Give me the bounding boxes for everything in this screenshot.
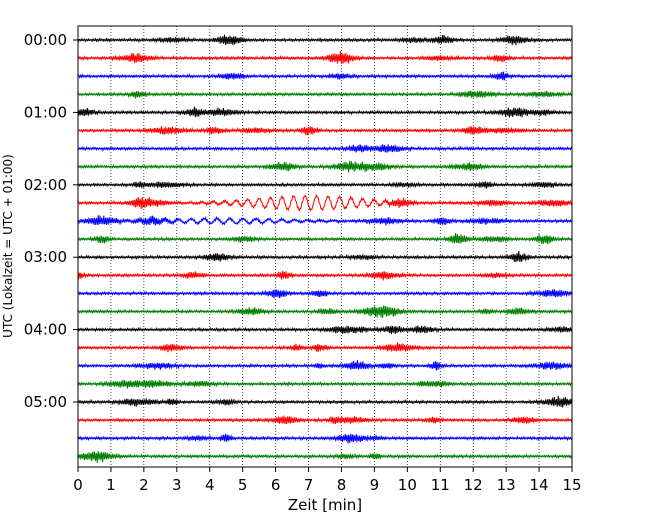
x-tick-label: 15 xyxy=(562,476,581,494)
trace-0 xyxy=(77,34,573,46)
trace-7 xyxy=(77,160,573,173)
x-tick-label: 8 xyxy=(337,476,347,494)
x-tick-label: 12 xyxy=(464,476,483,494)
trace-4 xyxy=(77,106,573,118)
x-axis-ticks: 0 1 2 3 4 5 6 7 8 9 10 11 12 13 14 15 xyxy=(73,467,582,494)
trace-20 xyxy=(77,396,573,408)
trace-1 xyxy=(77,50,573,64)
trace-11 xyxy=(77,233,573,245)
x-tick-label: 1 xyxy=(106,476,116,494)
trace-17 xyxy=(77,342,573,353)
trace-13 xyxy=(77,270,573,281)
trace-10 xyxy=(77,215,573,226)
trace-6 xyxy=(77,144,573,153)
x-tick-label: 7 xyxy=(304,476,314,494)
trace-5 xyxy=(77,125,573,136)
x-tick-label: 4 xyxy=(205,476,215,494)
y-tick-label: 03:00 xyxy=(24,248,67,266)
y-tick-label: 01:00 xyxy=(24,103,67,121)
y-tick-label: 00:00 xyxy=(24,31,67,49)
x-tick-label: 14 xyxy=(530,476,549,494)
x-tick-label: 11 xyxy=(431,476,450,494)
y-axis-ticks: 00:00 01:00 02:00 03:00 04:00 05:00 xyxy=(24,31,78,411)
x-tick-label: 6 xyxy=(271,476,281,494)
trace-14 xyxy=(77,289,573,299)
x-tick-label: 9 xyxy=(370,476,380,494)
trace-16 xyxy=(77,325,573,335)
trace-3 xyxy=(77,90,573,99)
trace-22 xyxy=(77,433,573,444)
y-axis-label: UTC (Lokalzeit = UTC + 01:00) xyxy=(1,154,15,338)
trace-12 xyxy=(77,251,573,263)
y-tick-label: 04:00 xyxy=(24,321,67,339)
x-axis-label: Zeit [min] xyxy=(288,496,362,514)
x-tick-label: 10 xyxy=(398,476,417,494)
x-tick-label: 2 xyxy=(139,476,149,494)
y-tick-label: 05:00 xyxy=(24,393,67,411)
trace-9 xyxy=(77,193,573,212)
trace-21 xyxy=(77,415,573,425)
trace-2 xyxy=(77,71,573,81)
trace-19 xyxy=(77,379,573,389)
seismic-traces xyxy=(77,34,573,463)
plot-frame xyxy=(77,25,573,468)
x-tick-label: 3 xyxy=(172,476,182,494)
x-tick-label: 5 xyxy=(238,476,248,494)
y-tick-label: 02:00 xyxy=(24,176,67,194)
trace-23 xyxy=(77,451,573,463)
x-tick-label: 13 xyxy=(497,476,516,494)
trace-8 xyxy=(77,180,573,190)
trace-15 xyxy=(77,305,573,318)
x-tick-label: 0 xyxy=(73,476,83,494)
trace-18 xyxy=(77,359,573,371)
